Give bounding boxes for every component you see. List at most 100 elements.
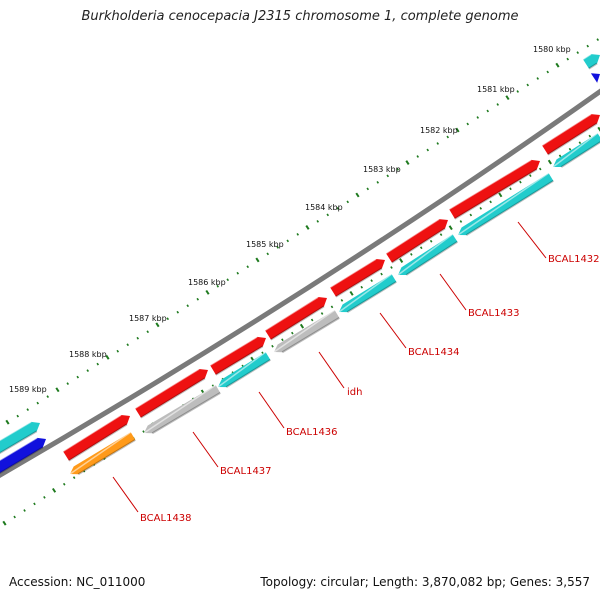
outer-scale-tick xyxy=(166,317,170,321)
backbone-line xyxy=(0,88,600,478)
gene-reverse-gray xyxy=(273,309,340,354)
outer-scale-tick xyxy=(566,57,570,61)
gene-forward-cyan xyxy=(582,53,600,70)
outer-scale-tick xyxy=(255,257,260,263)
scale-label: 1589 kbp xyxy=(9,385,47,394)
outer-scale-tick xyxy=(236,271,240,275)
gene-labels: BCAL1432 BCAL1433 BCAL1434 idh BCAL1436 BCAL1… xyxy=(112,221,600,524)
inner-scale-tick xyxy=(349,290,354,296)
outer-scale-tick xyxy=(336,207,340,210)
outer-scale-tick xyxy=(396,168,400,171)
gene-forward-blue xyxy=(0,437,46,475)
outer-scale-tick xyxy=(355,192,360,198)
outer-scale-tick xyxy=(526,83,530,87)
outer-scale-tick xyxy=(246,265,250,269)
gene-reverse xyxy=(217,351,271,388)
inner-scale-tick xyxy=(399,258,404,263)
outer-scale-tick xyxy=(66,382,70,386)
outer-scale-tick xyxy=(366,187,370,191)
scale-label: 1583 kbp xyxy=(363,165,401,174)
inner-scale-tick xyxy=(439,233,443,237)
scale-label: 1585 kbp xyxy=(246,240,284,249)
inner-scale-tick xyxy=(547,159,552,165)
gene-reverse xyxy=(457,172,554,236)
scale-label: 1584 kbp xyxy=(305,203,343,212)
gene-forward xyxy=(62,414,130,462)
inner-scale-tick xyxy=(370,279,373,283)
outer-scale-tick xyxy=(476,116,480,119)
outer-scale-tick xyxy=(586,44,590,48)
outer-scale-tick xyxy=(126,343,130,347)
outer-scale-tick xyxy=(16,414,20,418)
gene-forward xyxy=(448,159,540,220)
outer-scale-tick xyxy=(105,354,110,360)
outer-scale-tick xyxy=(405,160,410,165)
inner-scale-tick xyxy=(489,200,492,204)
gene-label: BCAL1437 xyxy=(220,466,272,477)
inner-scale-tick xyxy=(588,134,592,138)
gene-label: BCAL1433 xyxy=(468,308,520,319)
gene-forward xyxy=(385,218,448,264)
outer-scale-tick xyxy=(376,181,380,184)
gene-reverse-orange xyxy=(69,431,136,476)
inner-scale-tick xyxy=(529,174,532,177)
outer-scale-tick xyxy=(276,245,280,249)
inner-scale-tick xyxy=(578,141,582,145)
outer-scale-tick xyxy=(555,62,560,68)
outer-scale-tick xyxy=(155,322,160,328)
inner-scale-tick xyxy=(23,509,26,512)
outer-scale-tick xyxy=(596,38,600,41)
gene-label: BCAL1436 xyxy=(286,427,338,438)
inner-scale-tick xyxy=(479,207,483,210)
gene-label: BCAL1432 xyxy=(548,254,600,265)
outer-scale-tick xyxy=(186,304,190,308)
accession-text: Accession: NC_011000 xyxy=(9,575,146,589)
gene-forward xyxy=(209,336,266,376)
gene-features xyxy=(0,53,600,476)
inner-scale-tick xyxy=(448,225,453,231)
gene-forward-blue xyxy=(590,72,600,84)
inner-scale-tick xyxy=(498,192,503,198)
outer-scale-tick xyxy=(296,232,300,236)
gene-forward-cyan xyxy=(0,421,40,455)
outer-scale-tick xyxy=(5,419,10,425)
gene-forward xyxy=(541,113,600,156)
outer-scale-tick xyxy=(216,284,220,288)
gene-label: idh xyxy=(347,387,362,398)
inner-scale-tick xyxy=(509,187,512,191)
inner-scale-tick xyxy=(271,344,274,348)
gene-forward xyxy=(329,258,385,298)
outer-scale-tick xyxy=(76,375,80,379)
outer-scale-tick xyxy=(416,155,420,158)
gene-reverse xyxy=(552,132,600,168)
gene-label: BCAL1434 xyxy=(408,347,460,358)
inner-scale-tick xyxy=(13,515,16,519)
outer-scale-tick xyxy=(536,77,540,80)
outer-scale-tick xyxy=(316,219,320,223)
outer-scale-tick xyxy=(326,213,330,217)
inner-scale-tick xyxy=(519,180,522,184)
gene-reverse xyxy=(397,233,458,276)
inner-scale-tick xyxy=(43,495,46,499)
outer-scale-tick xyxy=(505,95,510,101)
inner-scale-tick xyxy=(558,154,562,158)
scale-ticks: 1580 kbp 1581 kbp 1582 kbp 1583 kbp 1584 kbp… xyxy=(2,38,600,526)
outer-scale-tick xyxy=(136,336,140,340)
inner-scale-tick xyxy=(568,147,572,151)
outer-scale-tick xyxy=(455,127,460,133)
gene-label-leader xyxy=(192,431,219,468)
outer-scale-tick xyxy=(36,401,40,405)
inner-scale-tick xyxy=(33,502,36,506)
inner-scale-tick xyxy=(52,487,57,493)
scale-label: 1581 kbp xyxy=(477,85,515,94)
outer-scale-tick xyxy=(46,395,50,399)
scale-label: 1580 kbp xyxy=(533,45,571,54)
scale-label: 1587 kbp xyxy=(129,314,167,323)
outer-scale-tick xyxy=(96,362,100,366)
outer-scale-tick xyxy=(576,51,580,54)
outer-scale-tick xyxy=(516,90,520,93)
inner-scale-tick xyxy=(330,305,334,309)
outer-scale-tick xyxy=(116,349,120,353)
inner-scale-tick xyxy=(538,167,542,171)
